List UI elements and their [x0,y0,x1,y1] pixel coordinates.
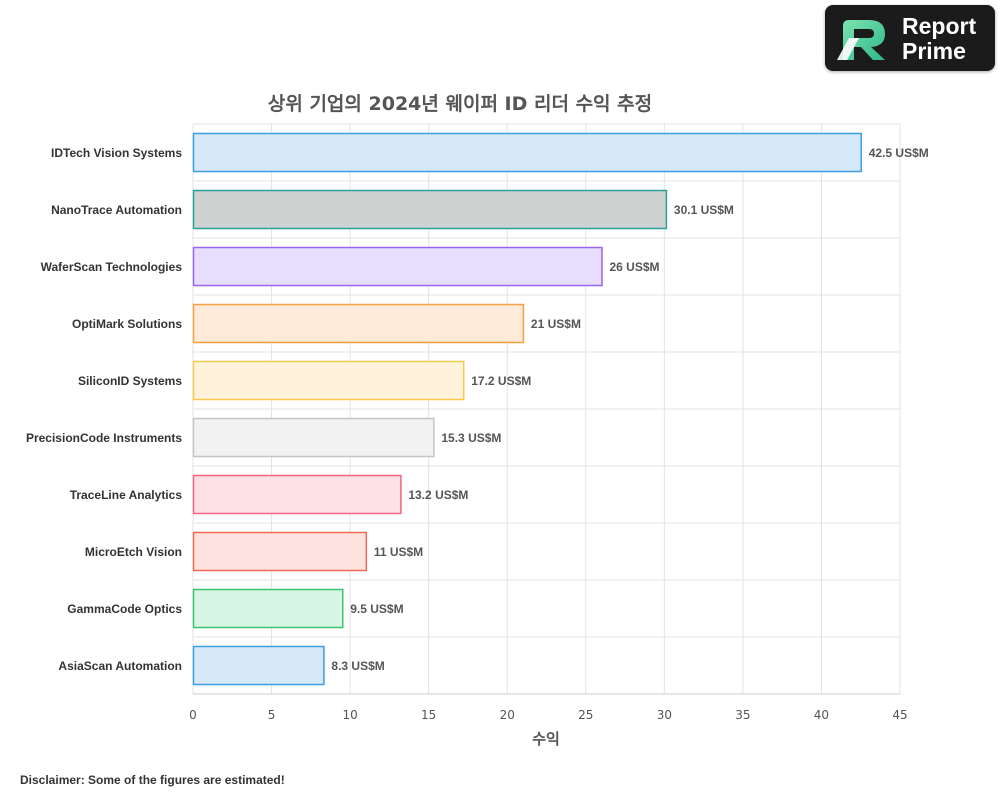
category-label: AsiaScan Automation [58,659,182,673]
category-label: GammaCode Optics [67,602,182,616]
x-tick-label: 0 [189,708,197,722]
value-label: 8.3 US$M [331,659,384,673]
category-label: SiliconID Systems [78,374,182,388]
bar[interactable] [192,132,862,173]
value-label: 30.1 US$M [674,203,734,217]
x-tick-label: 35 [735,708,750,722]
value-label: 26 US$M [609,260,659,274]
bar[interactable] [192,474,402,515]
brand-line-2: Prime [902,38,966,64]
bar[interactable] [192,417,435,458]
bar[interactable] [192,189,668,230]
category-label: IDTech Vision Systems [51,146,182,160]
disclaimer-text: Disclaimer: Some of the figures are esti… [20,773,285,787]
value-label: 9.5 US$M [350,602,403,616]
brand-line-1: Report [902,13,977,39]
category-label: OptiMark Solutions [72,317,182,331]
category-label: TraceLine Analytics [70,488,183,502]
bar[interactable] [192,645,325,686]
x-tick-label: 20 [500,708,515,722]
x-tick-label: 10 [342,708,357,722]
bar[interactable] [192,360,465,401]
value-label: 21 US$M [531,317,581,331]
report-prime-logo-icon [837,20,885,60]
value-label: 15.3 US$M [441,431,501,445]
x-tick-label: 25 [578,708,593,722]
category-labels: IDTech Vision Systems NanoTrace Automatio… [26,146,182,673]
bar[interactable] [192,588,344,629]
report-prime-logo: Report Prime [825,5,995,71]
value-label: 42.5 US$M [869,146,929,160]
value-label: 13.2 US$M [408,488,468,502]
bar[interactable] [192,246,603,287]
x-tick-label: 5 [268,708,276,722]
category-label: PrecisionCode Instruments [26,431,182,445]
bar[interactable] [192,531,368,572]
bars [192,132,862,686]
x-tick-labels: 0 5 10 15 20 25 30 35 40 45 [189,708,907,722]
bar[interactable] [192,303,525,344]
x-tick-label: 40 [814,708,829,722]
chart-title: 상위 기업의 2024년 웨이퍼 ID 리더 수익 추정 [268,93,652,115]
category-label: MicroEtch Vision [85,545,182,559]
x-axis-title: 수익 [532,730,560,748]
brand-name: Report Prime [902,14,976,64]
category-label: WaferScan Technologies [41,260,183,274]
x-tick-label: 45 [892,708,907,722]
value-label: 17.2 US$M [471,374,531,388]
value-label: 11 US$M [374,545,423,559]
x-tick-label: 30 [657,708,672,722]
category-label: NanoTrace Automation [51,203,182,217]
x-tick-label: 15 [421,708,436,722]
value-labels: 42.5 US$M 30.1 US$M 26 US$M 21 US$M 17.2 US$… [331,146,928,673]
